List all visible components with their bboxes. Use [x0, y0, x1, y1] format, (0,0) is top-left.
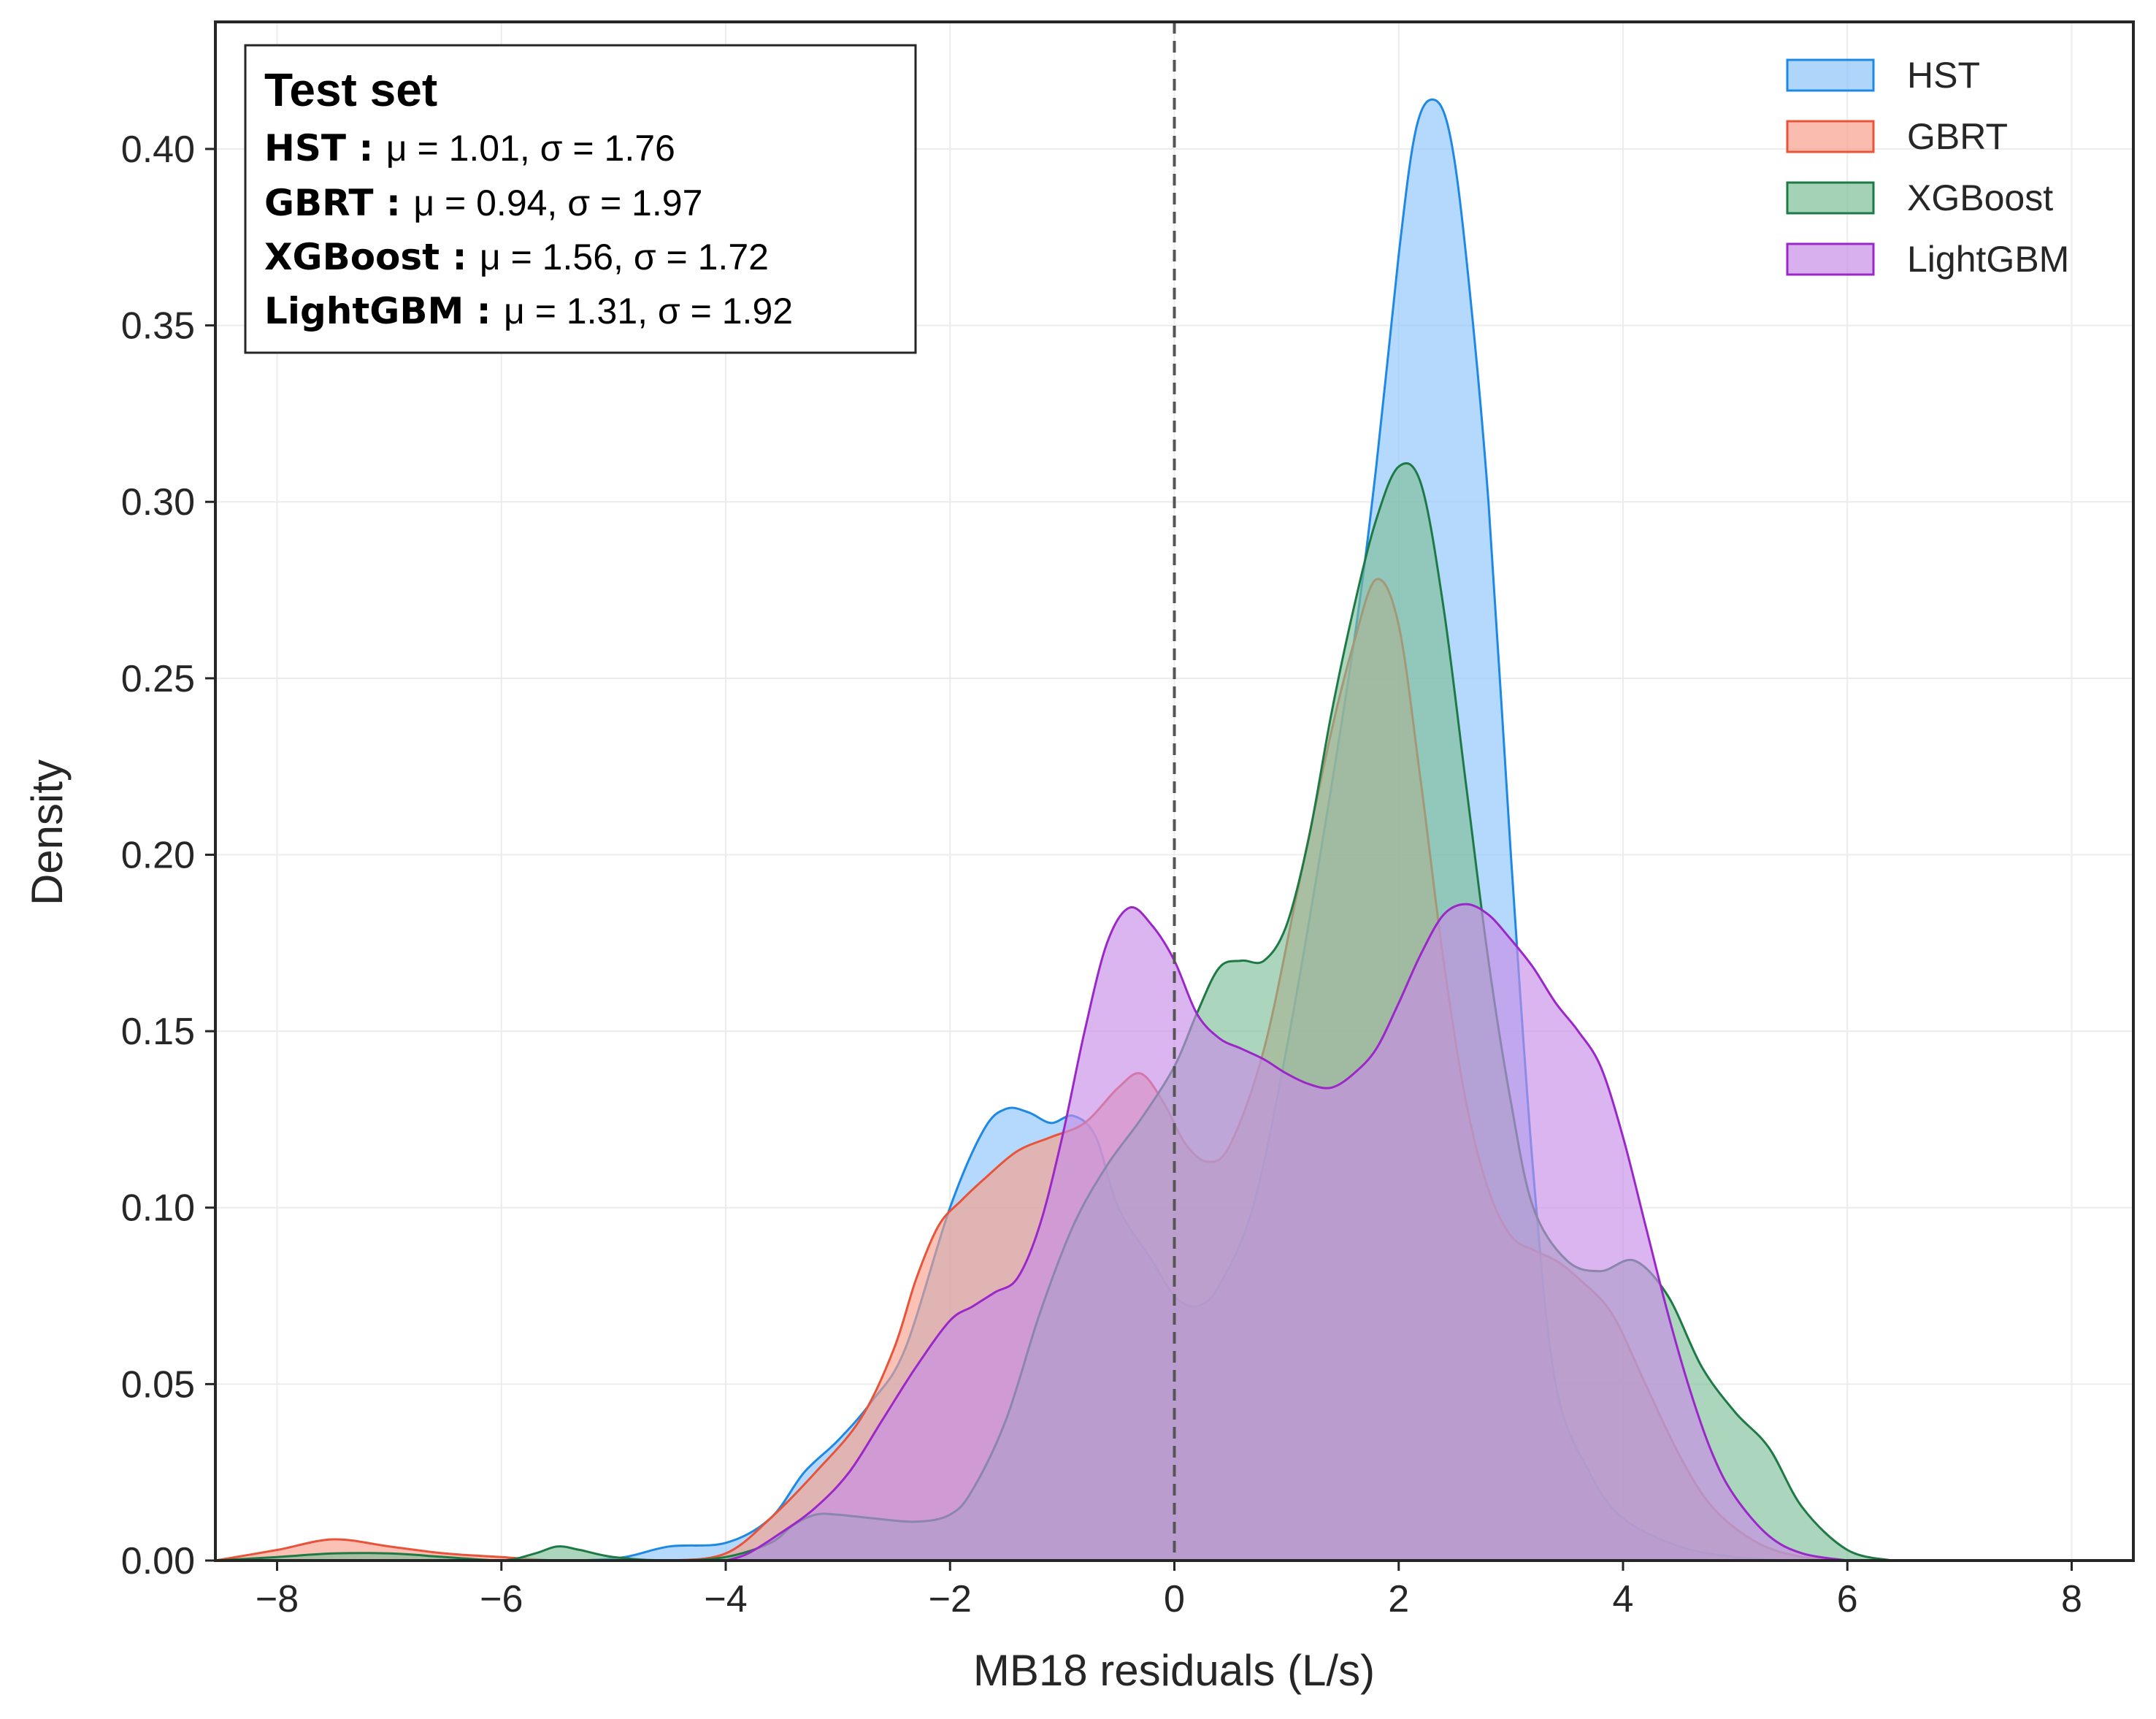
stats-colon: : [346, 127, 386, 169]
legend-swatch-xgboost [1786, 181, 1875, 215]
x-tick-label: −8 [256, 1578, 299, 1620]
x-tick-label: −4 [704, 1578, 747, 1620]
x-tick-label: −6 [480, 1578, 523, 1620]
y-tick-label: 0.20 [121, 834, 195, 876]
stats-box-frame [244, 44, 917, 354]
legend-label-hst: HST [1907, 55, 1980, 96]
stats-box-title: Test set [264, 64, 437, 116]
stats-row-xgboost: XGBoost : μ = 1.56, σ = 1.72 [264, 236, 769, 278]
y-tick-label: 0.00 [121, 1540, 195, 1582]
line-lightgbm [725, 903, 1848, 1562]
x-axis-title: MB18 residuals (L/s) [973, 1646, 1375, 1695]
stats-name-hst: HST [264, 127, 346, 169]
stats-colon: : [374, 182, 414, 224]
stats-value-gbrt: μ = 0.94, σ = 1.97 [413, 183, 702, 223]
y-tick-label: 0.35 [121, 305, 195, 348]
stats-colon: : [464, 290, 504, 332]
y-axis-ticks: 0.00 0.05 0.10 0.15 0.20 0.25 0.30 0.35 0.40 [121, 129, 215, 1582]
y-tick-label: 0.40 [121, 129, 195, 171]
stats-row-gbrt: GBRT : μ = 0.94, σ = 1.97 [264, 182, 702, 224]
x-tick-label: 4 [1613, 1578, 1634, 1620]
y-tick-label: 0.25 [121, 658, 195, 700]
y-tick-label: 0.05 [121, 1363, 195, 1406]
y-tick-label: 0.30 [121, 481, 195, 524]
x-tick-label: 0 [1164, 1578, 1185, 1620]
x-axis-ticks: −8 −6 −4 −2 0 2 4 6 8 [256, 1561, 2082, 1620]
stats-name-lightgbm: LightGBM [264, 290, 464, 332]
x-tick-label: 8 [2061, 1578, 2082, 1620]
stats-name-gbrt: GBRT [264, 182, 374, 224]
stats-row-lightgbm: LightGBM : μ = 1.31, σ = 1.92 [264, 290, 793, 332]
stats-value-xgboost: μ = 1.56, σ = 1.72 [480, 237, 769, 277]
legend-label-gbrt: GBRT [1907, 116, 2008, 157]
stats-box: Test set HST : μ = 1.01, σ = 1.76 GBRT :… [244, 44, 917, 354]
stats-value-lightgbm: μ = 1.31, σ = 1.92 [504, 291, 793, 332]
legend-swatch-hst [1786, 58, 1875, 92]
area-lightgbm [726, 904, 1848, 1561]
x-tick-label: −2 [929, 1578, 972, 1620]
y-axis-title: Density [23, 759, 72, 906]
legend: HST GBRT XGBoost LightGBM [1786, 55, 2069, 280]
legend-label-xgboost: XGBoost [1907, 177, 2053, 218]
y-tick-label: 0.10 [121, 1187, 195, 1230]
stats-name-xgboost: XGBoost [264, 236, 440, 278]
stats-value-hst: μ = 1.01, σ = 1.76 [386, 128, 675, 169]
stats-row-hst: HST : μ = 1.01, σ = 1.76 [264, 127, 675, 169]
legend-swatch-gbrt [1786, 120, 1875, 153]
y-tick-label: 0.15 [121, 1011, 195, 1053]
x-tick-label: 6 [1837, 1578, 1858, 1620]
stats-colon: : [440, 236, 480, 278]
legend-label-lightgbm: LightGBM [1907, 239, 2069, 280]
legend-swatch-lightgbm [1786, 242, 1875, 276]
x-tick-label: 2 [1388, 1578, 1409, 1620]
